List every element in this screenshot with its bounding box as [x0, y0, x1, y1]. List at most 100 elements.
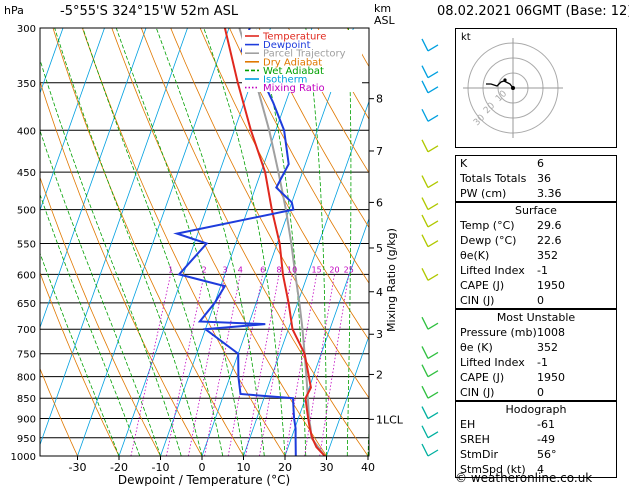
wind-barb-flag	[421, 175, 429, 188]
wind-barb-flag	[421, 346, 429, 359]
wind-barb	[427, 449, 439, 457]
most-unstable-row: Pressure (mb) 1008	[455, 325, 617, 340]
surface-row: Lifted Index -1	[455, 263, 617, 278]
km-label: km	[374, 2, 392, 15]
asl-label: ASL	[374, 14, 395, 27]
isotherm-line	[326, 334, 369, 456]
dry-adiabat	[170, 28, 369, 399]
hodo-storm-motion	[511, 86, 515, 90]
x-tick-label: -20	[110, 461, 128, 474]
surface-row: θe(K) 352	[455, 248, 617, 263]
wind-barb-flag	[421, 214, 429, 228]
wind-barb	[427, 71, 439, 79]
hodograph-value: -61	[537, 418, 555, 431]
dry-adiabat	[52, 28, 244, 456]
dry-adiabat	[40, 367, 78, 456]
x-axis-label: Dewpoint / Temperature (°C)	[118, 473, 290, 486]
dry-adiabat	[140, 28, 369, 456]
isotherm-line	[201, 28, 354, 456]
km-tick-label: 3	[376, 328, 383, 341]
legend-label: Dry Adiabat	[263, 57, 322, 68]
hodograph-value: 4	[537, 463, 544, 476]
wind-barb-flag	[421, 65, 429, 78]
wind-barb	[427, 431, 439, 439]
dry-adiabat	[229, 28, 369, 284]
mixing-ratio-line	[245, 274, 280, 456]
dry-adiabat	[111, 28, 327, 456]
legend-label: Dewpoint	[263, 40, 311, 51]
x-tick-label: 20	[278, 461, 292, 474]
x-tick-label: -10	[152, 461, 170, 474]
hodograph-row: StmSpd (kt) 4	[455, 462, 617, 477]
surface-value: 352	[537, 249, 558, 262]
mixing-ratio-line	[130, 274, 171, 456]
isotherm-line	[40, 28, 188, 446]
most-unstable-label: CIN (J)	[460, 386, 495, 399]
most-unstable-row: Lifted Index -1	[455, 355, 617, 370]
dewpoint-line	[173, 28, 297, 456]
legend-label: Isotherm	[263, 75, 307, 86]
wind-barb	[427, 240, 439, 248]
surface-title: Surface	[455, 202, 617, 218]
mixing-ratio-line	[166, 274, 205, 456]
legend-label: Temperature	[262, 32, 326, 43]
isotherm-line	[160, 28, 313, 456]
mixing-ratio-line	[304, 274, 335, 456]
pressure-tick-label: 500	[17, 206, 36, 217]
wet-adiabat	[40, 129, 161, 456]
wind-barb-flag	[421, 385, 429, 399]
index-row-totals: Totals Totals 36	[455, 171, 617, 186]
hodograph-label: StmSpd (kt)	[460, 463, 526, 476]
dry-adiabat	[288, 28, 369, 174]
km-tick-label: 1LCL	[376, 413, 404, 426]
wet-adiabat	[54, 28, 203, 456]
surface-label: CAPE (J)	[460, 279, 505, 292]
wind-barb	[427, 322, 439, 330]
pressure-tick-label: 950	[17, 434, 36, 445]
surface-row: CAPE (J) 1950	[455, 278, 617, 293]
hpa-label: hPa	[4, 4, 24, 17]
wind-barb-flag	[421, 80, 429, 94]
pressure-tick-label: 850	[17, 394, 36, 405]
wind-barb	[427, 181, 439, 189]
wind-barb-flag	[421, 316, 429, 330]
km-tick-label: 4	[376, 286, 383, 299]
pressure-tick-label: 750	[17, 350, 36, 361]
mixing-ratio-label: 25	[344, 265, 354, 274]
mixing-ratio-label: 3	[222, 265, 227, 274]
x-tick-label: -30	[69, 461, 87, 474]
km-tick-label: 6	[376, 196, 383, 209]
plot-frame	[39, 27, 370, 457]
hodograph-label: SREH	[460, 433, 490, 446]
surface-label: Lifted Index	[460, 264, 525, 277]
wet-adiabat	[40, 252, 120, 456]
x-tick-label: 30	[320, 461, 334, 474]
most-unstable-row: θe (K) 352	[455, 340, 617, 355]
wet-adiabat	[346, 28, 352, 456]
most-unstable-label: CAPE (J)	[460, 371, 505, 384]
hodograph-label: EH	[460, 418, 476, 431]
most-unstable-label: Pressure (mb)	[460, 326, 537, 339]
wind-barb	[427, 220, 439, 228]
most-unstable-value: 1950	[537, 371, 565, 384]
most-unstable-value: 1008	[537, 326, 565, 339]
most-unstable-value: 352	[537, 341, 558, 354]
hodograph-label: StmDir	[460, 448, 499, 461]
x-tick-label: 0	[199, 461, 206, 474]
legend-label: Parcel Trajectory	[263, 49, 346, 60]
dry-adiabat	[258, 28, 369, 229]
dry-adiabat	[82, 28, 286, 456]
km-tick-label: 7	[376, 145, 383, 158]
hodograph-rows: EH -61 SREH -49 StmDir 56° StmSpd (kt) 4	[455, 417, 617, 478]
mixing-ratio-line	[259, 274, 293, 456]
hodograph: kt 10 20 30	[455, 28, 617, 148]
pressure-tick-label: 400	[17, 126, 36, 137]
hodo-kt-label: kt	[461, 32, 471, 43]
wind-barb-flag	[421, 267, 429, 281]
wind-barb	[427, 273, 439, 281]
mixing-ratio-label: 8	[277, 265, 282, 274]
wet-adiabat	[203, 28, 286, 456]
most-unstable-value: -1	[537, 356, 548, 369]
